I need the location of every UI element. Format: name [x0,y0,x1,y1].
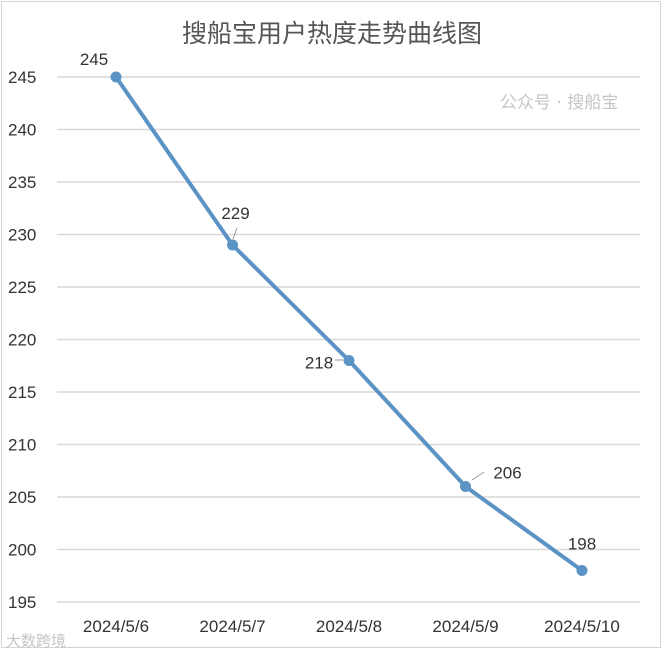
y-tick-label: 200 [8,541,36,560]
y-tick-label: 235 [8,173,36,192]
y-tick-label: 245 [8,68,36,87]
data-label: 245 [80,50,108,69]
y-tick-label: 225 [8,278,36,297]
x-tick-label: 2024/5/7 [199,617,265,636]
y-tick-label: 210 [8,436,36,455]
data-point [110,71,122,83]
data-label: 218 [305,354,333,373]
leader-line [471,471,485,481]
watermark-left: 大数跨境 [6,632,67,650]
chart-title: 搜船宝用户热度走势曲线图 [181,19,482,48]
data-point [343,355,355,366]
x-tick-label: 2024/5/8 [316,617,382,636]
y-tick-label: 240 [8,121,36,140]
data-point [227,239,238,251]
leader-line [232,227,238,240]
data-label: 198 [568,535,596,554]
x-tick-label: 2024/5/6 [83,617,149,636]
y-tick-label: 215 [8,383,36,402]
y-tick-label: 205 [8,488,36,507]
data-label: 206 [493,464,521,483]
x-tick-label: 2024/5/10 [544,617,620,636]
x-tick-label: 2024/5/9 [432,617,498,636]
watermark-right: 公众号 · 搜船宝 [500,93,619,113]
data-point [460,481,471,492]
data-point [576,565,588,576]
y-tick-label: 230 [8,226,36,245]
y-tick-label: 195 [8,593,36,612]
data-label: 229 [221,204,249,223]
y-tick-label: 220 [8,331,36,350]
